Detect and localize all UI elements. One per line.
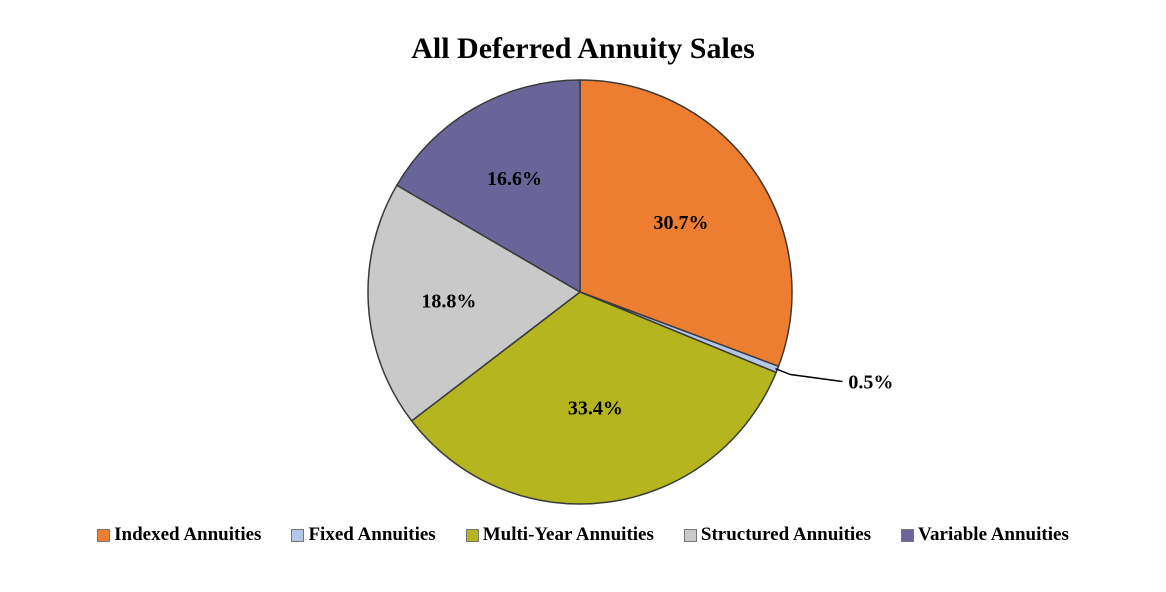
legend-label-indexed: Indexed Annuities [114, 524, 262, 545]
chart-title: All Deferred Annuity Sales [411, 32, 755, 65]
legend-swatch-multi-year [465, 528, 479, 542]
pie-slice-multi-year [410, 291, 777, 505]
legend-label-fixed: Fixed Annuities [308, 524, 436, 545]
legend-item-multi-year: Multi-Year Annuities [465, 524, 654, 546]
legend-label-variable: Variable Annuities [918, 524, 1069, 545]
legend-item-structured: Structured Annuities [683, 524, 872, 546]
legend-item-indexed: Indexed Annuities [97, 524, 261, 546]
pie-slice-structured [367, 184, 581, 422]
legend: Indexed Annuities Fixed Annuities Multi-… [0, 524, 1166, 546]
legend-label-multi-year: Multi-Year Annuities [482, 524, 654, 545]
legend-swatch-structured [683, 528, 697, 542]
data-label-fixed: 0.5% [848, 372, 893, 394]
data-label-multi-year: 33.4% [568, 398, 623, 420]
legend-label-structured: Structured Annuities [700, 524, 872, 545]
data-label-structured: 18.8% [421, 290, 476, 312]
pie-slice-variable [396, 79, 581, 293]
legend-item-variable: Variable Annuities [901, 524, 1069, 546]
legend-swatch-fixed [291, 528, 305, 542]
legend-swatch-indexed [97, 528, 111, 542]
legend-item-fixed: Fixed Annuities [291, 524, 436, 546]
pie-slice-indexed [579, 79, 793, 368]
data-label-indexed: 30.7% [654, 212, 709, 234]
data-label-variable: 16.6% [487, 168, 542, 190]
leader-line-fixed [775, 367, 843, 383]
legend-swatch-variable [901, 528, 915, 542]
